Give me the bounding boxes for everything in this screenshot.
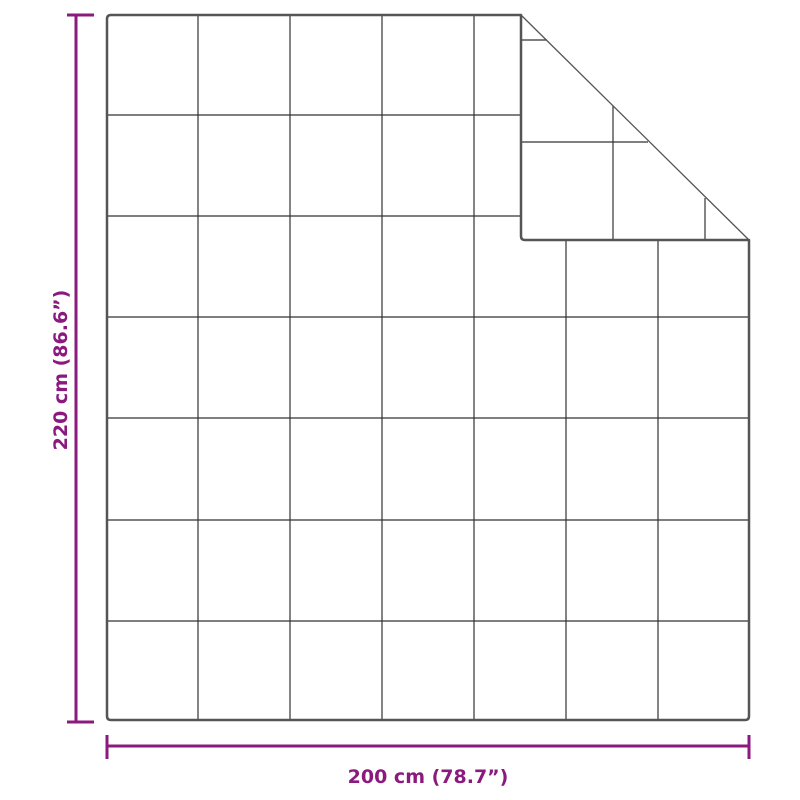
blanket-grid — [107, 15, 749, 720]
fold-edge — [520, 14, 750, 241]
width-dimension — [105, 735, 751, 759]
outline-path — [105, 13, 751, 722]
width-label: 200 cm (78.7”) — [348, 766, 509, 788]
height-dimension — [67, 13, 94, 724]
height-label: 220 cm (86.6”) — [50, 290, 72, 451]
blanket-outline — [105, 13, 751, 722]
